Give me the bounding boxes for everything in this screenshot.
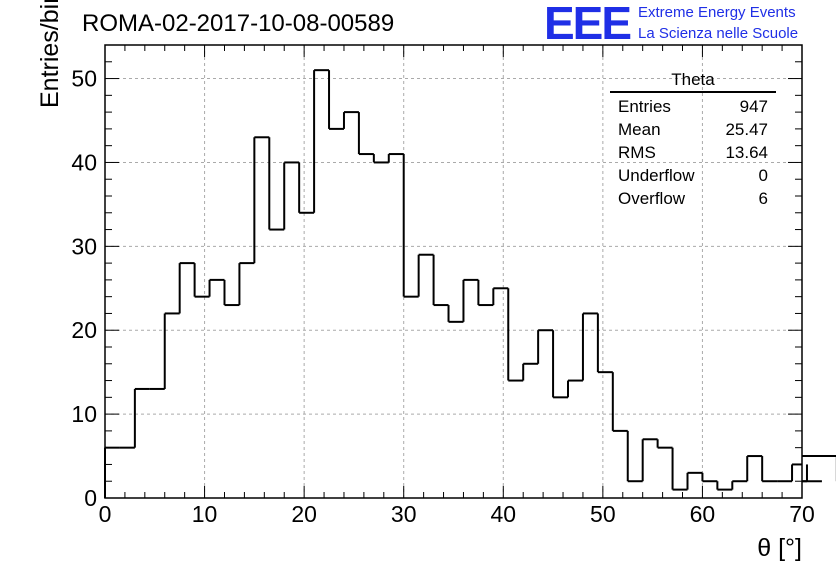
stats-row-rms: RMS 13.64 [610, 141, 776, 164]
x-tick-label: 20 [291, 501, 317, 527]
x-tick-label: 10 [192, 501, 218, 527]
logo-line-1: Extreme Energy Events [638, 4, 796, 21]
eee-logo: EEE [544, 0, 632, 49]
stats-title: Theta [610, 70, 776, 93]
y-tick-label: 30 [71, 233, 97, 259]
y-tick-label: 10 [71, 401, 97, 427]
stats-value: 25.47 [725, 120, 768, 139]
stats-value: 947 [739, 97, 768, 116]
stats-row-underflow: Underflow 0 [610, 164, 776, 187]
stats-label: Underflow [618, 166, 695, 185]
x-tick-label: 40 [490, 501, 516, 527]
plot-frame [104, 44, 803, 499]
x-tick-label: 60 [690, 501, 716, 527]
logo-line-2: La Scienza nelle Scuole [638, 25, 799, 42]
stats-value: 6 [758, 189, 768, 208]
chart-title: ROMA-02-2017-10-08-00589 [82, 10, 395, 37]
y-axis-label-wrap: Entries/bin [6, 0, 64, 188]
histogram-series [104, 69, 836, 498]
y-axis-label: Entries/bin [36, 0, 64, 108]
x-tick-label: 50 [590, 501, 616, 527]
y-tick-label: 0 [84, 485, 97, 511]
y-tick-label: 50 [71, 66, 97, 92]
x-tick-label: 70 [789, 501, 815, 527]
x-axis-label: θ [°] [757, 534, 802, 562]
stats-value: 13.64 [725, 143, 768, 162]
stats-label: Overflow [618, 189, 686, 208]
x-tick-label: 30 [391, 501, 417, 527]
stats-value: 0 [758, 166, 768, 185]
stats-label: RMS [618, 143, 656, 162]
axis-ticks [104, 44, 803, 499]
x-tick-label: 0 [99, 501, 112, 527]
y-tick-label: 40 [71, 149, 97, 175]
stats-row-overflow: Overflow 6 [610, 187, 776, 210]
stats-row-entries: Entries 947 [610, 95, 776, 118]
stats-label: Entries [618, 97, 671, 116]
stats-row-mean: Mean 25.47 [610, 118, 776, 141]
stats-box: Theta Entries 947 Mean 25.47 RMS 13.64 U… [610, 70, 776, 210]
stats-label: Mean [618, 120, 661, 139]
y-tick-label: 20 [71, 317, 97, 343]
